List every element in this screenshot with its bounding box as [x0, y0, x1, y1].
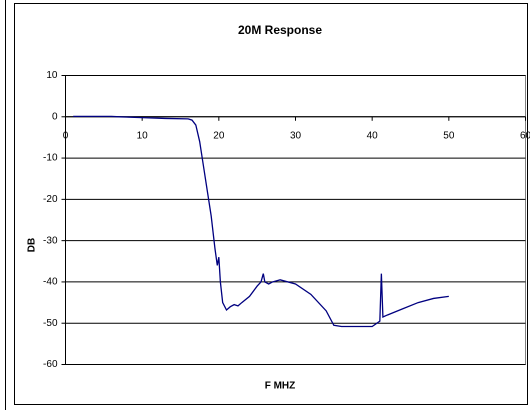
plot-area — [65, 75, 526, 365]
chart-title: 20M Response — [238, 23, 322, 37]
y-tick-label: -30 — [43, 235, 58, 246]
y-tick-label: -50 — [43, 318, 58, 329]
y-axis-title: DB — [27, 238, 38, 252]
x-tick-label: 50 — [443, 130, 455, 141]
y-tick-label: -10 — [43, 153, 58, 164]
x-tick-label: 30 — [290, 130, 302, 141]
x-tick-label: 40 — [367, 130, 379, 141]
x-tick-label: 10 — [137, 130, 149, 141]
x-tick-label: 20 — [213, 130, 225, 141]
y-tick-label: 10 — [46, 70, 58, 81]
data-line — [73, 115, 449, 328]
x-tick-label: 0 — [63, 130, 69, 141]
y-tick-label: -40 — [43, 277, 58, 288]
x-tick-label: 60 — [520, 130, 530, 141]
y-tick-label: -20 — [43, 194, 58, 205]
x-axis-title: F MHZ — [265, 381, 296, 392]
y-tick-label: 0 — [52, 111, 58, 122]
y-tick-label: -60 — [43, 359, 58, 370]
